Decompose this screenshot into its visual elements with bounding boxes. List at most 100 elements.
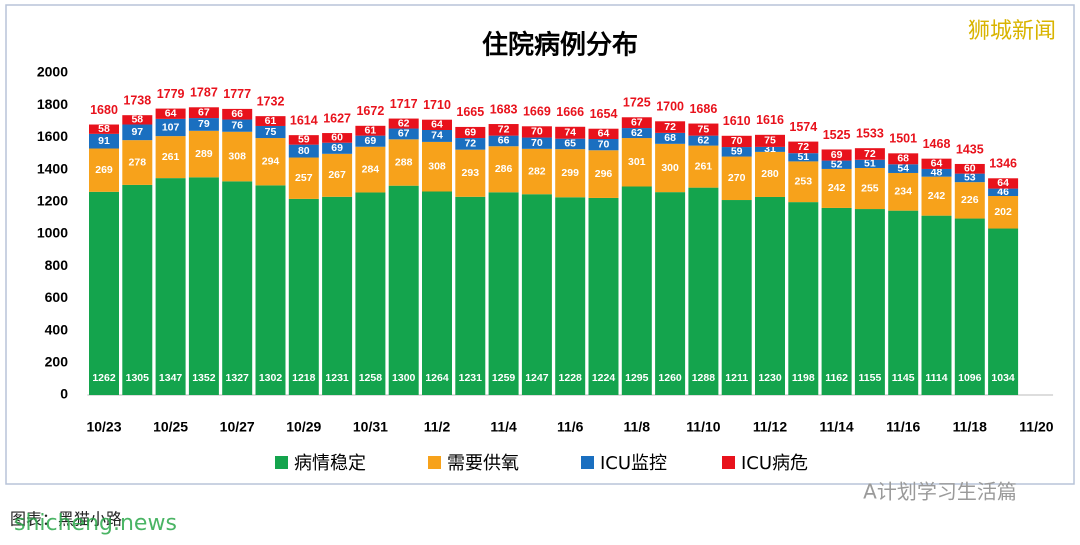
total-label: 1574 xyxy=(789,120,817,134)
bar-segment xyxy=(555,126,586,139)
value-label: 67 xyxy=(631,116,643,128)
bar-segment xyxy=(521,126,552,138)
bar-segment xyxy=(155,136,186,179)
bar-segment xyxy=(921,176,952,216)
total-label: 1779 xyxy=(157,87,185,101)
value-label: 107 xyxy=(162,121,180,133)
value-label: 64 xyxy=(931,158,943,170)
value-label: 70 xyxy=(598,138,610,150)
value-label: 1347 xyxy=(159,372,183,384)
bar-segment xyxy=(888,153,919,165)
value-label: 1198 xyxy=(792,372,815,384)
value-label: 1305 xyxy=(126,372,150,384)
value-label: 308 xyxy=(228,150,246,162)
bar-segment xyxy=(355,135,386,147)
value-label: 80 xyxy=(298,145,310,157)
value-label: 234 xyxy=(894,186,912,198)
value-label: 51 xyxy=(864,158,876,170)
bar-segment xyxy=(821,168,852,208)
total-label: 1787 xyxy=(190,86,218,100)
value-label: 79 xyxy=(198,118,210,130)
total-label: 1525 xyxy=(823,128,851,142)
value-label: 1231 xyxy=(459,372,483,384)
value-label: 97 xyxy=(131,126,143,138)
value-label: 1262 xyxy=(92,372,116,384)
value-label: 261 xyxy=(162,151,180,163)
value-label: 31 xyxy=(764,143,776,155)
bar-segment xyxy=(388,139,419,186)
value-label: 299 xyxy=(561,167,579,179)
value-label: 76 xyxy=(231,119,243,131)
total-label: 1627 xyxy=(323,111,351,125)
value-label: 1228 xyxy=(559,372,583,384)
bar-segment xyxy=(488,135,519,147)
value-label: 1295 xyxy=(625,372,649,384)
value-label: 58 xyxy=(131,114,143,126)
bar-segment xyxy=(555,138,586,150)
value-label: 261 xyxy=(695,160,713,172)
value-label: 61 xyxy=(265,115,277,127)
bar-segment xyxy=(588,150,619,198)
value-label: 296 xyxy=(595,168,613,180)
value-label: 75 xyxy=(265,126,277,138)
value-label: 288 xyxy=(395,156,413,168)
total-label: 1610 xyxy=(723,114,751,128)
legend-swatch xyxy=(722,456,735,469)
value-label: 1352 xyxy=(192,372,216,384)
y-tick-label: 1600 xyxy=(37,128,68,144)
x-tick-label: 11/20 xyxy=(1019,419,1053,435)
total-label: 1435 xyxy=(956,142,984,156)
bar-segment xyxy=(89,133,119,149)
bar-segment xyxy=(89,148,119,192)
bar-segment xyxy=(322,153,353,197)
bar-segment xyxy=(288,157,319,199)
x-tick-label: 10/31 xyxy=(353,419,388,435)
bar-segment xyxy=(921,168,952,177)
bar-segment xyxy=(555,149,586,198)
value-label: 46 xyxy=(997,186,1009,198)
bar-segment xyxy=(655,121,686,133)
bar-segment xyxy=(521,194,552,395)
bar-segment xyxy=(954,173,985,183)
total-label: 1654 xyxy=(590,107,618,121)
bar-segment xyxy=(188,130,219,178)
bar-segment xyxy=(988,178,1019,189)
value-label: 253 xyxy=(795,176,813,188)
total-label: 1686 xyxy=(689,102,717,116)
bar-segment xyxy=(755,151,785,197)
value-label: 1162 xyxy=(825,372,848,384)
bar-segment xyxy=(688,145,719,188)
value-label: 72 xyxy=(664,121,676,133)
value-label: 69 xyxy=(831,149,843,161)
y-tick-label: 600 xyxy=(45,289,69,305)
bar-segment xyxy=(89,124,119,134)
total-label: 1346 xyxy=(989,157,1017,171)
bar-segment xyxy=(521,137,552,149)
x-tick-label: 11/14 xyxy=(819,419,853,435)
y-tick-label: 1800 xyxy=(37,96,68,112)
value-label: 69 xyxy=(331,142,343,154)
total-label: 1725 xyxy=(623,96,651,110)
value-label: 53 xyxy=(964,172,976,184)
value-label: 62 xyxy=(631,127,643,139)
bar-segment xyxy=(688,187,719,395)
bar-segment xyxy=(388,128,419,140)
bar-segment xyxy=(222,108,253,120)
total-label: 1669 xyxy=(523,105,551,119)
total-label: 1680 xyxy=(90,103,118,117)
bar-segment xyxy=(122,184,153,395)
value-label: 301 xyxy=(628,156,646,168)
value-label: 62 xyxy=(698,134,710,146)
bar-segment xyxy=(655,192,686,395)
bar-segment xyxy=(988,196,1019,229)
bar-segment xyxy=(555,197,586,395)
bar-segment xyxy=(355,192,386,395)
total-label: 1533 xyxy=(856,126,884,140)
x-tick-label: 11/10 xyxy=(686,419,720,435)
value-label: 70 xyxy=(531,137,543,149)
value-label: 54 xyxy=(897,162,909,174)
bar-segment xyxy=(288,198,319,395)
value-label: 72 xyxy=(498,124,510,136)
value-label: 1288 xyxy=(692,372,716,384)
value-label: 72 xyxy=(797,141,809,153)
